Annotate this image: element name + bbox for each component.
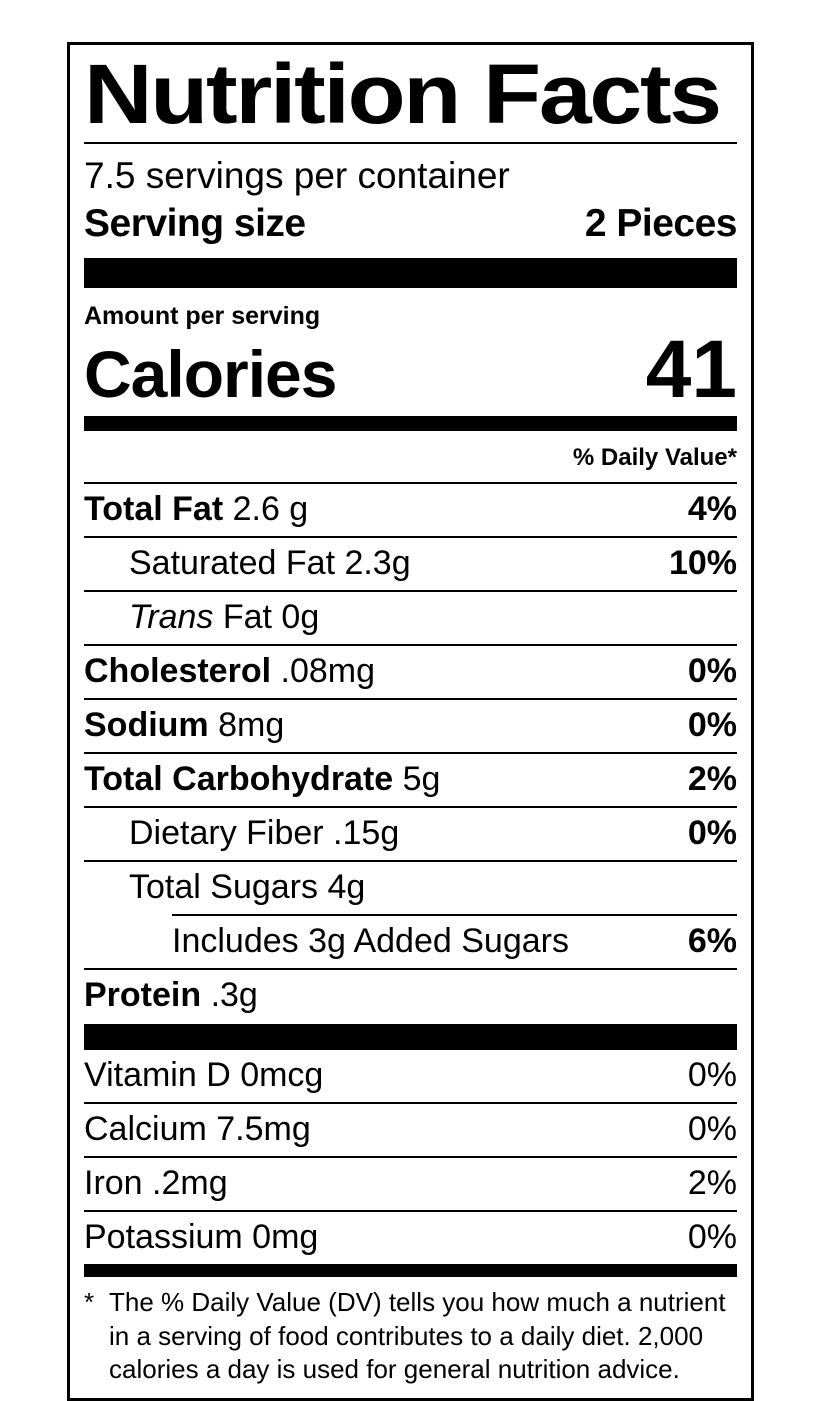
footnote-asterisk: * <box>84 1287 95 1318</box>
section-bar-small <box>84 1264 737 1278</box>
calories-value: 41 <box>645 324 737 416</box>
nutrient-name: Saturated Fat 2.3g <box>129 544 411 583</box>
daily-value-footnote: * The % Daily Value (DV) tells you how m… <box>84 1277 737 1386</box>
vitamin-dv: 2% <box>687 1164 737 1203</box>
nutrient-row-total-fat: Total Fat 2.6 g 4% <box>84 482 737 536</box>
vitamin-row-calcium: Calcium 7.5mg 0% <box>84 1102 737 1156</box>
nutrient-dv: 0% <box>687 706 737 745</box>
serving-size-value: 2 Pieces <box>584 202 738 246</box>
nutrient-row-total-sugars: Total Sugars 4g <box>84 860 737 914</box>
vitamin-row-vitamin-d: Vitamin D 0mcg 0% <box>84 1050 737 1102</box>
nutrient-dv: 2% <box>687 760 737 799</box>
section-bar-thick <box>84 258 737 289</box>
servings-per-container: 7.5 servings per container <box>84 155 510 197</box>
nutrient-row-trans-fat: Trans Fat 0g <box>84 590 737 644</box>
vitamin-dv: 0% <box>687 1056 737 1095</box>
nutrient-name: Cholesterol .08mg <box>84 652 375 691</box>
nutrition-facts-label: Nutrition Facts 7.5 servings per contain… <box>67 42 754 1401</box>
nutrient-name: Trans Fat 0g <box>129 598 320 637</box>
nutrient-name: Dietary Fiber .15g <box>129 814 400 853</box>
nutrient-name: Protein .3g <box>84 976 258 1015</box>
vitamin-row-iron: Iron .2mg 2% <box>84 1156 737 1210</box>
calories-label: Calories <box>84 337 337 412</box>
nutrient-row-saturated-fat: Saturated Fat 2.3g 10% <box>84 536 737 590</box>
vitamin-name: Iron .2mg <box>84 1164 228 1203</box>
nutrient-dv: 0% <box>687 814 737 853</box>
page-background: Nutrition Facts 7.5 servings per contain… <box>67 42 754 1401</box>
vitamin-dv: 0% <box>687 1110 737 1149</box>
section-bar-medium <box>84 416 737 432</box>
vitamin-name: Vitamin D 0mcg <box>84 1056 324 1095</box>
daily-value-header: % Daily Value* <box>572 444 737 472</box>
nutrient-row-sodium: Sodium 8mg 0% <box>84 698 737 752</box>
nutrient-dv: 0% <box>687 652 737 691</box>
nutrient-row-added-sugars: Includes 3g Added Sugars 6% <box>84 916 737 968</box>
indented-divider <box>172 914 737 917</box>
calories-row: Calories 41 <box>84 329 737 411</box>
nutrient-name: Total Sugars 4g <box>129 868 366 907</box>
nutrient-row-cholesterol: Cholesterol .08mg 0% <box>84 644 737 698</box>
section-bar-thick-2 <box>84 1024 737 1051</box>
vitamin-name: Calcium 7.5mg <box>84 1110 311 1149</box>
nutrient-name: Total Fat 2.6 g <box>84 490 309 529</box>
nutrient-name: Includes 3g Added Sugars <box>172 922 569 961</box>
nutrient-dv: 4% <box>687 490 737 529</box>
serving-size-row: Serving size 2 Pieces <box>84 199 738 258</box>
serving-size-label: Serving size <box>84 202 306 246</box>
nutrient-name: Sodium 8mg <box>84 706 285 745</box>
nutrient-dv: 6% <box>687 922 737 961</box>
nutrient-name: Total Carbohydrate 5g <box>84 760 441 799</box>
footnote-text: The % Daily Value (DV) tells you how muc… <box>109 1287 726 1384</box>
nutrient-row-total-carbohydrate: Total Carbohydrate 5g 2% <box>84 752 737 806</box>
label-title: Nutrition Facts <box>84 47 722 141</box>
label-title-wrap: Nutrition Facts <box>84 49 737 138</box>
title-divider <box>84 142 737 145</box>
vitamin-name: Potassium 0mg <box>84 1218 319 1257</box>
vitamin-dv: 0% <box>687 1218 737 1257</box>
nutrient-dv: 10% <box>668 544 737 583</box>
amount-per-serving-label: Amount per serving <box>84 302 321 331</box>
nutrient-row-protein: Protein .3g <box>84 968 737 1022</box>
vitamin-row-potassium: Potassium 0mg 0% <box>84 1210 737 1264</box>
nutrient-row-dietary-fiber: Dietary Fiber .15g 0% <box>84 806 737 860</box>
